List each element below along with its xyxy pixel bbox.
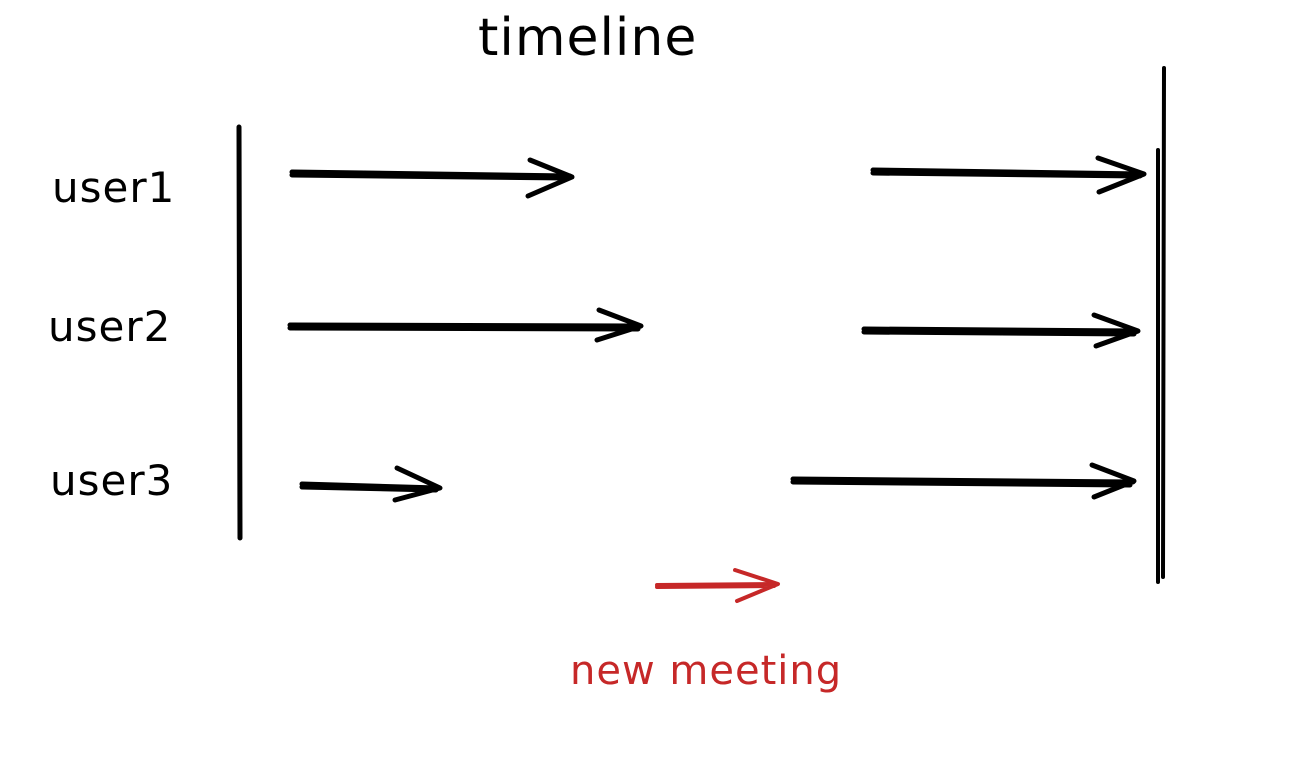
user2-segment-2-arrow (864, 315, 1138, 346)
start-boundary-line (239, 127, 240, 538)
user3-segment-2-arrow (793, 465, 1134, 497)
user3-segment-1-arrow (302, 468, 440, 500)
user1-segment-1-arrow (292, 160, 572, 196)
user2-segment-1-arrow (290, 310, 641, 340)
new-meeting-legend-arrow (657, 570, 778, 601)
new-meeting-label: new meeting (570, 648, 842, 694)
end-boundary-line (1158, 68, 1164, 582)
user1-segment-2-arrow (873, 158, 1144, 192)
